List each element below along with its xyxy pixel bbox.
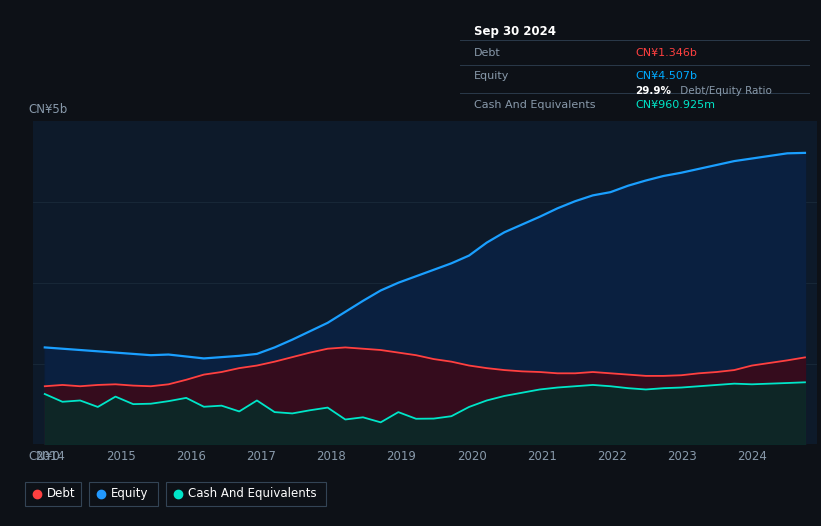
Text: CN¥0: CN¥0	[29, 450, 61, 463]
Text: Sep 30 2024: Sep 30 2024	[474, 25, 556, 38]
Text: CN¥1.346b: CN¥1.346b	[635, 48, 697, 58]
Text: Equity: Equity	[111, 488, 149, 500]
Text: 29.9%: 29.9%	[635, 86, 671, 96]
Text: Cash And Equivalents: Cash And Equivalents	[188, 488, 317, 500]
Text: Debt: Debt	[474, 48, 501, 58]
Text: CN¥5b: CN¥5b	[29, 103, 68, 116]
Text: Cash And Equivalents: Cash And Equivalents	[474, 100, 595, 110]
Text: Equity: Equity	[474, 71, 509, 81]
Text: CN¥4.507b: CN¥4.507b	[635, 71, 697, 81]
Text: Debt/Equity Ratio: Debt/Equity Ratio	[677, 86, 772, 96]
Text: Debt: Debt	[47, 488, 76, 500]
Text: CN¥960.925m: CN¥960.925m	[635, 100, 715, 110]
